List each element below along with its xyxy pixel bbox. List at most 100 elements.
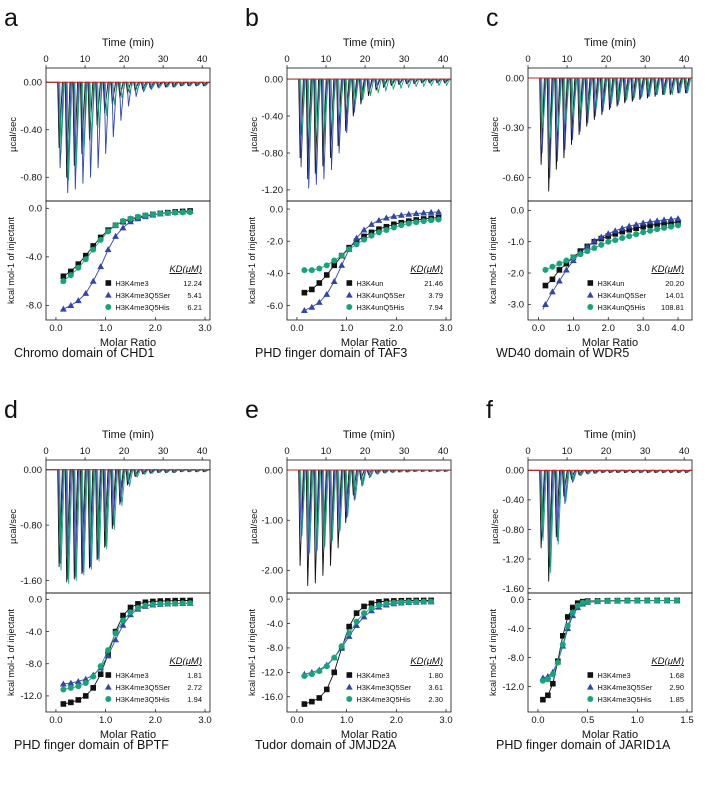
data-point <box>104 246 112 253</box>
raw-x-tick-label: 20 <box>360 54 371 65</box>
data-point <box>591 244 598 251</box>
data-point <box>634 597 641 604</box>
int-series-H3K4me3Q5His <box>301 598 435 679</box>
int-y-axis-title: kcal mol-1 of injectant <box>488 216 498 304</box>
data-point <box>112 232 119 239</box>
raw-y-tick-label: 0.00 <box>24 78 43 89</box>
data-point <box>172 209 179 216</box>
int-y-tick-label: -12.0 <box>502 682 524 693</box>
data-point <box>654 597 661 604</box>
int-y-axis-title: kcal mol-1 of injectant <box>488 608 498 696</box>
legend-marker <box>587 304 594 310</box>
legend-kd-header: KD(μM) <box>651 656 684 667</box>
raw-x-tick-label: 10 <box>321 446 332 457</box>
int-plot-frame <box>286 592 452 713</box>
legend-kd-value: 2.30 <box>428 695 443 704</box>
data-point <box>569 604 576 611</box>
legend-marker <box>105 672 112 678</box>
data-point <box>353 610 360 616</box>
data-point <box>323 686 330 693</box>
raw-x-tick-label: 10 <box>562 54 573 65</box>
legend-kd-value: 3.79 <box>428 291 443 300</box>
legend-kd-value: 12.24 <box>183 279 202 288</box>
int-y-tick-label: -3.0 <box>508 300 524 311</box>
data-point <box>413 219 420 226</box>
legend-marker <box>346 280 353 286</box>
data-point <box>127 609 134 616</box>
int-series-H3K4unQ5Ser <box>300 208 442 313</box>
legend-marker <box>587 696 594 702</box>
legend-kd-value: 14.01 <box>665 291 684 300</box>
data-point <box>301 289 308 296</box>
data-point <box>661 224 668 231</box>
data-point <box>60 273 67 280</box>
legend-kd-value: 2.90 <box>669 683 684 692</box>
raw-x-tick-label: 20 <box>601 54 612 65</box>
data-point <box>654 226 661 233</box>
int-y-tick-label: -8.0 <box>267 643 283 654</box>
data-point <box>309 698 315 705</box>
raw-y-tick-label: -0.60 <box>502 173 524 184</box>
data-point <box>674 215 682 222</box>
data-point <box>435 216 442 223</box>
data-point <box>644 597 651 604</box>
legend-label: H3K4me3Q5His <box>597 695 651 704</box>
data-point <box>301 267 308 274</box>
data-point <box>142 602 149 609</box>
data-point <box>375 216 383 223</box>
data-point <box>134 604 141 611</box>
data-point <box>149 601 156 608</box>
data-point <box>187 600 194 607</box>
data-point <box>675 222 682 229</box>
legend-label: H3K4un <box>597 279 624 288</box>
int-x-tick-label: 0.0 <box>290 715 303 726</box>
legend-label: H3K4un <box>356 279 383 288</box>
raw-x-tick-label: 20 <box>601 446 612 457</box>
data-point <box>583 243 591 250</box>
data-point <box>97 263 105 270</box>
int-x-tick-label: 2.0 <box>390 323 403 334</box>
legend-marker <box>345 291 353 298</box>
raw-x-tick-label: 10 <box>80 54 91 65</box>
panel-letter: e <box>245 396 259 424</box>
data-point <box>90 685 97 691</box>
data-point <box>323 262 330 269</box>
raw-x-tick-label: 40 <box>679 54 690 65</box>
data-point <box>633 231 640 238</box>
int-x-tick-label: 0.0 <box>49 715 62 726</box>
legend-label: H3K4me3Q5Ser <box>356 683 412 692</box>
data-point <box>549 671 556 678</box>
legend-marker <box>345 683 353 690</box>
data-point <box>368 605 375 612</box>
legend-label: H3K4unQ5Ser <box>356 291 405 300</box>
data-point <box>67 302 75 309</box>
data-point <box>67 272 74 279</box>
legend-kd-value: 3.61 <box>428 683 443 692</box>
legend-label: H3K4me3Q5His <box>356 695 410 704</box>
data-point <box>563 257 570 264</box>
data-point <box>376 226 382 232</box>
data-point <box>127 215 134 222</box>
int-x-axis-title: Molar Ratio <box>100 729 156 741</box>
data-point <box>331 257 338 264</box>
data-point <box>105 647 112 654</box>
raw-x-tick-label: 30 <box>158 54 169 65</box>
legend-label: H3K4me3Q5Ser <box>115 683 171 692</box>
int-x-tick-label: 1.0 <box>99 715 112 726</box>
int-y-tick-label: -8.0 <box>508 653 524 664</box>
legend-label: H3K4unQ5His <box>597 303 645 312</box>
data-point <box>68 268 74 275</box>
int-series-H3K4unQ5His <box>301 216 442 274</box>
data-point <box>661 220 667 227</box>
data-point <box>368 232 375 239</box>
data-point <box>179 209 186 216</box>
data-point <box>412 210 420 217</box>
injection-trace <box>528 77 692 179</box>
int-x-tick-label: 1.0 <box>340 715 353 726</box>
data-point <box>90 243 97 249</box>
data-point <box>564 614 571 620</box>
data-point <box>301 672 308 679</box>
data-point <box>668 223 675 230</box>
data-point <box>157 210 164 217</box>
